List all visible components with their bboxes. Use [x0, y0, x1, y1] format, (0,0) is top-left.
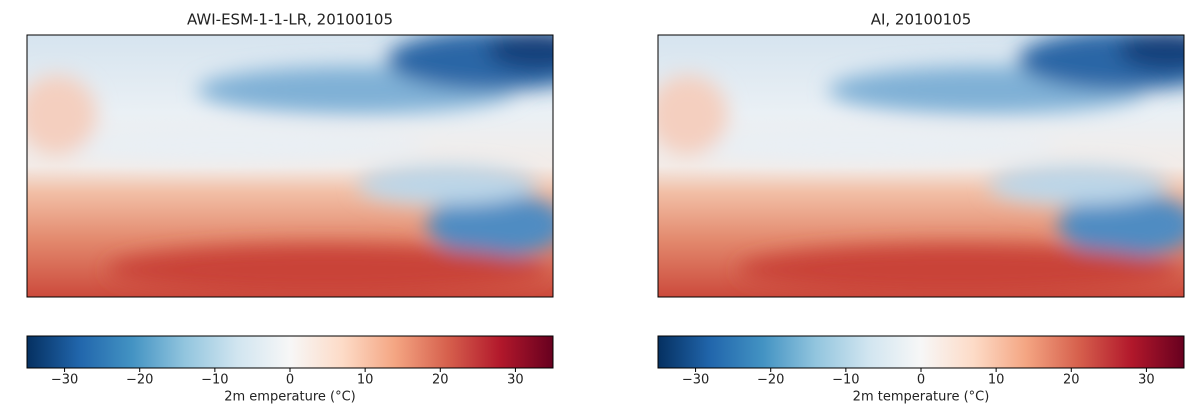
colorbar-label: 2m emperature (°C) — [224, 390, 356, 405]
map-right — [648, 30, 1200, 297]
colorbar-tick-label: −30 — [51, 373, 78, 388]
colorbar-label: 2m temperature (°C) — [853, 390, 990, 405]
colorbar-tick-label: −20 — [757, 373, 784, 388]
colorbar-tick-label: 10 — [357, 373, 374, 388]
colorbar-tick-label: 30 — [1138, 373, 1155, 388]
colorbar-tick-label: 20 — [432, 373, 449, 388]
chart-title: AWI-ESM-1-1-LR, 20100105 — [187, 11, 393, 29]
colorbar — [657, 335, 1185, 369]
colorbar-tick-label: 20 — [1063, 373, 1080, 388]
map-left — [17, 30, 607, 297]
map-frame — [26, 34, 554, 298]
colorbar — [26, 335, 554, 369]
colorbar-tick-label: 0 — [917, 373, 925, 388]
colorbar-tick-label: 30 — [507, 373, 524, 388]
chart-title: AI, 20100105 — [871, 11, 972, 29]
colorbar-tick-label: −20 — [126, 373, 153, 388]
colorbar-tick-label: −30 — [682, 373, 709, 388]
colorbar-tick-label: −10 — [832, 373, 859, 388]
colorbar-tick-label: 10 — [988, 373, 1005, 388]
colorbar-tick-label: −10 — [201, 373, 228, 388]
map-frame — [657, 34, 1185, 298]
colorbar-tick-label: 0 — [286, 373, 294, 388]
